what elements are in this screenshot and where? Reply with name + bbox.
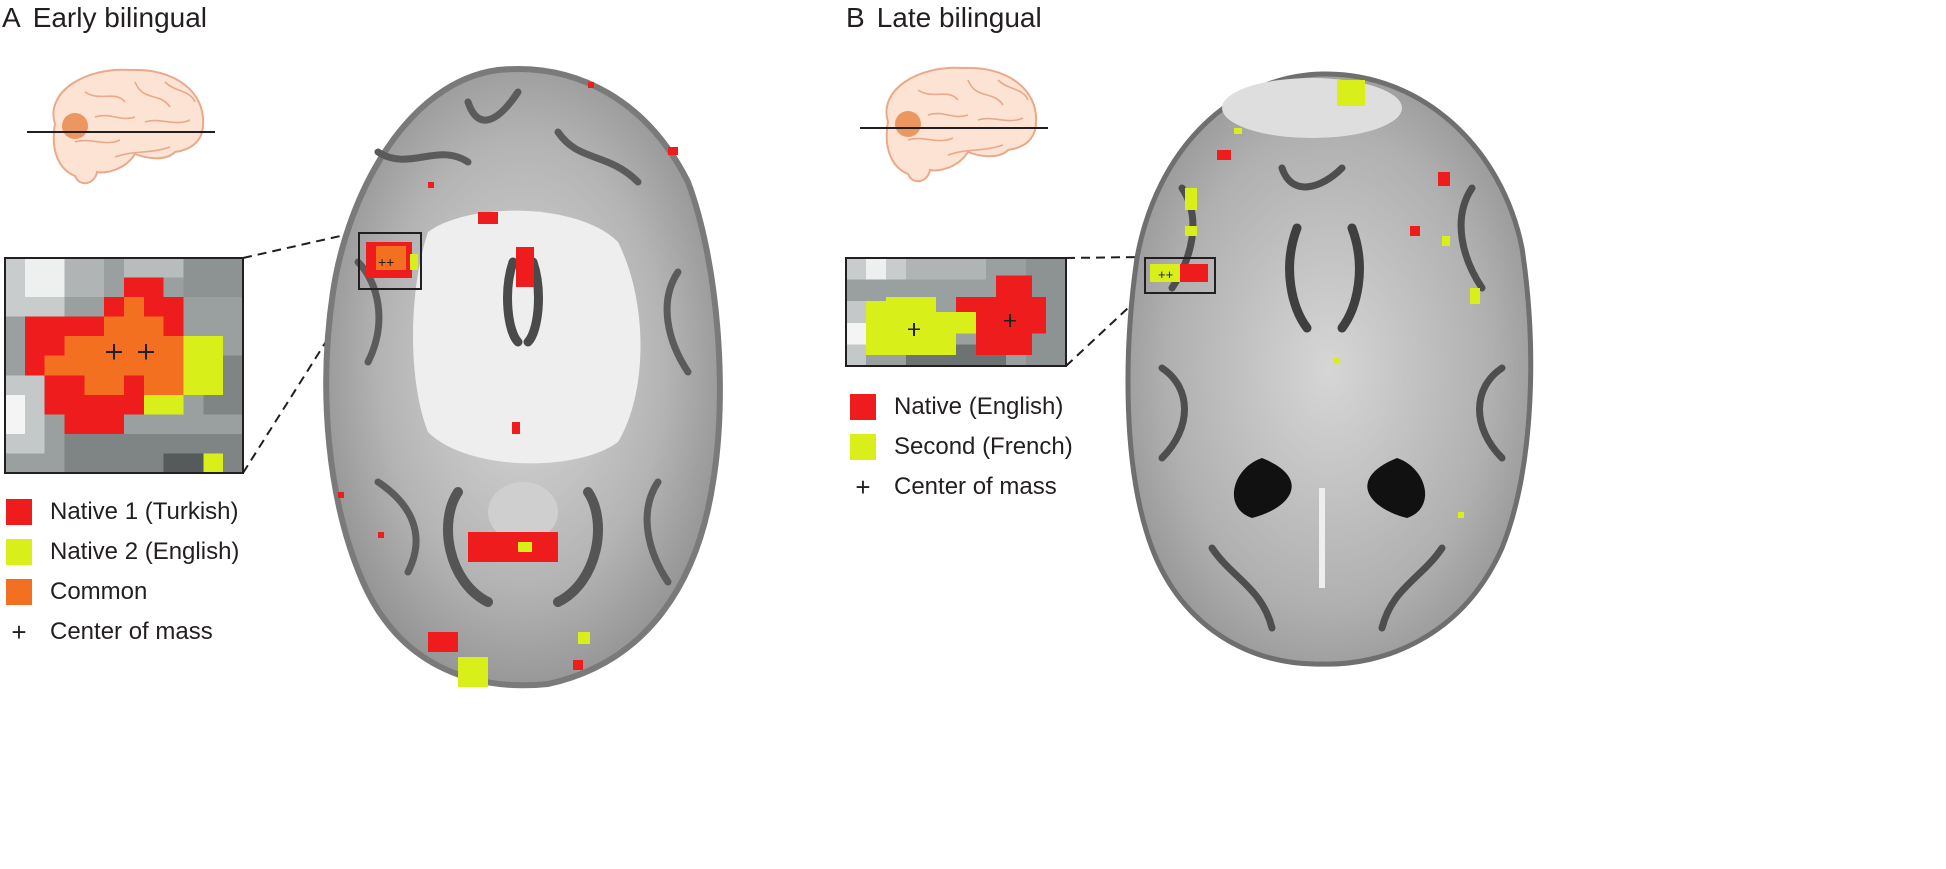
legend-a-label-1: Native 1 (Turkish)	[50, 498, 239, 525]
swatch-red	[6, 499, 32, 525]
panel-a-title: A Early bilingual	[2, 0, 207, 36]
legend-a-label-2: Native 2 (English)	[50, 538, 240, 565]
zoom-inset-b	[845, 257, 1067, 367]
plus-icon: +	[11, 616, 27, 647]
zoom-inset-a	[4, 257, 244, 474]
legend-b: Native (English) Second (French) + Cente…	[850, 387, 1073, 507]
legend-b-label-3: Center of mass	[894, 473, 1057, 500]
legend-a-label-4: Center of mass	[50, 618, 213, 645]
legend-b-item-native: Native (English)	[850, 387, 1073, 427]
swatch-red	[850, 394, 876, 420]
legend-b-label-2: Second (French)	[894, 433, 1073, 460]
panel-b-letter: B	[846, 2, 865, 33]
legend-a: Native 1 (Turkish) Native 2 (English) Co…	[6, 492, 239, 652]
mri-slice-a: ++	[323, 66, 723, 689]
panel-b-title-text: Late bilingual	[876, 2, 1042, 33]
legend-b-item-center: + Center of mass	[850, 467, 1073, 507]
swatch-orange	[6, 579, 32, 605]
swatch-yellow	[850, 434, 876, 460]
brain-lateral-icon-b	[860, 66, 1048, 183]
legend-a-label-3: Common	[50, 578, 148, 605]
legend-a-item-native2: Native 2 (English)	[6, 532, 239, 572]
plus-icon: +	[855, 471, 871, 502]
mini-center-of-mass-b: ++	[1158, 267, 1173, 282]
swatch-yellow	[6, 539, 32, 565]
mini-center-of-mass-a: ++	[378, 254, 394, 270]
panel-a-title-text: Early bilingual	[32, 2, 208, 33]
legend-a-item-common: Common	[6, 572, 239, 612]
legend-b-item-second: Second (French)	[850, 427, 1073, 467]
panel-b-title: B Late bilingual	[846, 0, 1042, 36]
legend-b-label-1: Native (English)	[894, 393, 1064, 420]
legend-a-item-native1: Native 1 (Turkish)	[6, 492, 239, 532]
zoom-frame-a	[358, 232, 422, 290]
panel-a-letter: A	[2, 2, 21, 33]
brain-lateral-icon-a	[27, 68, 215, 185]
legend-a-item-center: + Center of mass	[6, 612, 239, 652]
zoom-frame-b	[1144, 257, 1216, 294]
mri-slice-b: ++	[1125, 71, 1534, 667]
